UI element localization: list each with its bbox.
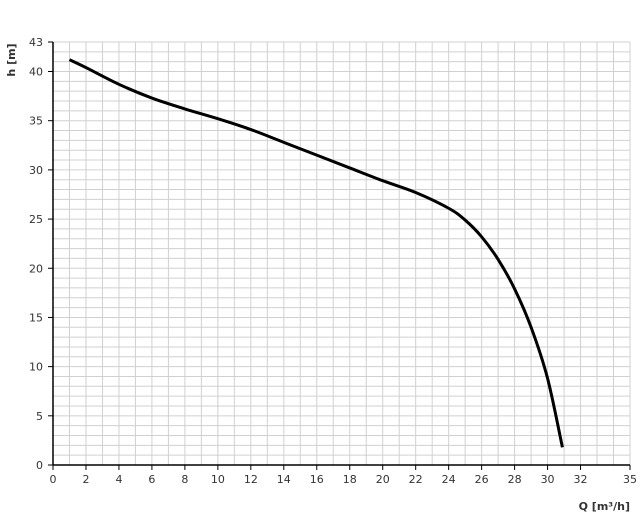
y-tick-label: 10	[29, 361, 43, 374]
axes	[48, 41, 631, 470]
x-tick-label: 35	[623, 473, 637, 486]
y-tick-label: 40	[29, 66, 43, 79]
x-tick-label: 4	[115, 473, 122, 486]
x-tick-label: 0	[50, 473, 57, 486]
series-line	[68, 58, 564, 448]
y-tick-label: 0	[36, 459, 43, 472]
y-tick-label: 35	[29, 115, 43, 128]
x-tick-label: 28	[508, 473, 522, 486]
x-tick-label: 2	[82, 473, 89, 486]
x-tick-label: 16	[310, 473, 324, 486]
x-axis-label: Q [m³/h]	[579, 500, 630, 513]
x-tick-label: 8	[181, 473, 188, 486]
x-tick-label: 32	[574, 473, 588, 486]
y-tick-label: 15	[29, 311, 43, 324]
x-tick-label: 24	[442, 473, 456, 486]
x-tick-label: 12	[244, 473, 258, 486]
x-tick-label: 30	[541, 473, 555, 486]
y-axis-label: h [m]	[5, 43, 18, 76]
grid	[53, 41, 631, 465]
x-tick-label: 18	[343, 473, 357, 486]
x-tick-label: 20	[376, 473, 390, 486]
x-tick-label: 26	[475, 473, 489, 486]
tick-labels: 0 2 4 6 8 10 12 14 16 18 20 22 24 26 28 30 32 35051015202…	[29, 36, 637, 486]
y-tick-label: 43	[29, 36, 43, 49]
x-tick-label: 14	[277, 473, 291, 486]
y-tick-label: 30	[29, 164, 43, 177]
x-tick-label: 6	[148, 473, 155, 486]
x-tick-label: 22	[409, 473, 423, 486]
y-tick-label: 5	[36, 410, 43, 423]
y-tick-label: 20	[29, 262, 43, 275]
y-tick-label: 25	[29, 213, 43, 226]
x-tick-label: 10	[211, 473, 225, 486]
